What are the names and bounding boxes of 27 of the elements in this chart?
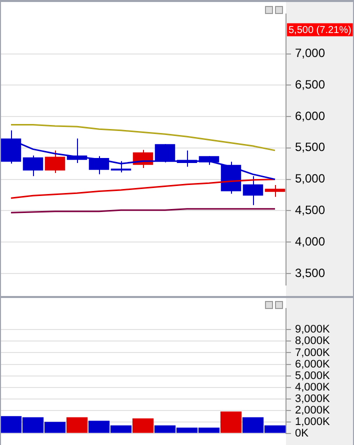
candlestick — [44, 150, 66, 174]
y-tick-label: 4,000K — [295, 381, 331, 394]
bar — [220, 412, 242, 433]
candlestick — [22, 154, 44, 177]
y-tick-label: 7,000 — [295, 46, 326, 60]
candlestick — [264, 184, 286, 198]
y-tick-label: 3,000K — [295, 392, 331, 405]
candlestick — [154, 144, 176, 163]
y-tick-label: 1,000K — [295, 416, 331, 428]
y-tick-label: 5,000K — [295, 370, 331, 382]
y-tick-label: 5,000 — [295, 172, 326, 186]
y-tick-label: 4,000 — [295, 234, 326, 248]
y-tick-label: 5,500 — [295, 140, 326, 154]
candlestick — [110, 160, 132, 173]
y-tick-label: 6,500 — [295, 77, 326, 92]
y-tick-label: 6,000K — [295, 358, 331, 370]
bar — [66, 417, 88, 433]
y-tick-label: 6,000 — [295, 108, 326, 123]
y-tick-label: 3,500 — [295, 266, 326, 280]
bar — [132, 418, 154, 433]
y-tick-label: 7,000K — [295, 346, 331, 359]
y-tick-label: 2,000K — [295, 404, 331, 416]
y-tick-label: 4,500 — [295, 203, 326, 218]
y-tick-label: 0K — [295, 427, 310, 440]
y-tick-label: 8,000K — [295, 335, 331, 348]
text: 5,500 (7.21%) — [288, 24, 352, 36]
y-tick-label: 9,000K — [295, 324, 331, 336]
